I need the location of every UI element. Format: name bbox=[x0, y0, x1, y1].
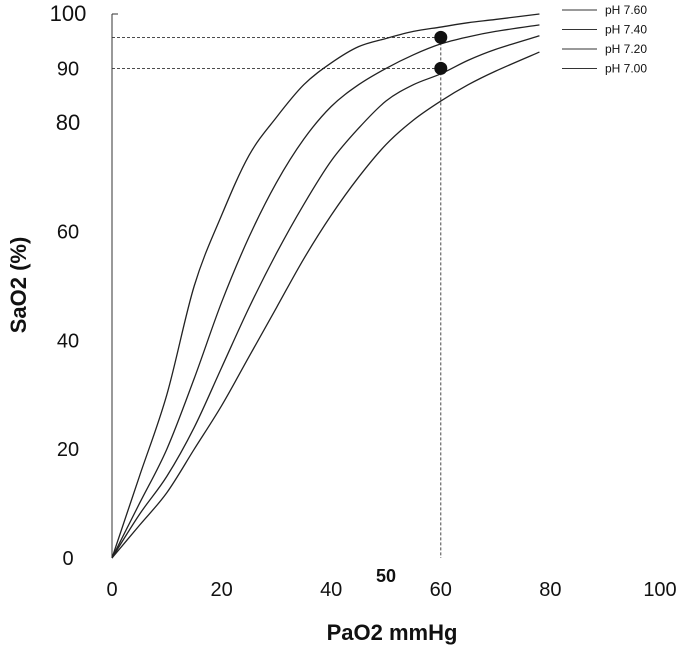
tick-labels: 0 20 40 50 60 80 100 0 20 40 60 80 90 100 bbox=[50, 1, 677, 601]
markers bbox=[434, 30, 448, 75]
series-line-ph-7-60 bbox=[111, 13, 540, 559]
x-axis-title: PaO2 mmHg bbox=[327, 620, 458, 645]
series-line-ph-7-00 bbox=[111, 51, 540, 559]
legend: pH 7.60 pH 7.40 pH 7.20 pH 7.00 bbox=[562, 3, 647, 76]
y-tick-label: 20 bbox=[57, 439, 79, 461]
y-tick-label: 60 bbox=[57, 222, 79, 244]
series-line-ph-7-40 bbox=[111, 24, 540, 559]
y-axis-title: SaO2 (%) bbox=[6, 237, 31, 334]
legend-label: pH 7.60 bbox=[605, 3, 647, 17]
y-tick-label: 100 bbox=[50, 1, 87, 26]
legend-label: pH 7.20 bbox=[605, 42, 647, 56]
y-tick-label: 40 bbox=[57, 330, 79, 352]
guide-lines bbox=[112, 36, 442, 558]
series-line-ph-7-20 bbox=[111, 35, 540, 559]
x-tick-label: 40 bbox=[320, 579, 342, 601]
x-tick-label: 20 bbox=[210, 579, 232, 601]
y-tick-label: 0 bbox=[62, 548, 73, 570]
x-tick-label: 60 bbox=[430, 579, 452, 601]
y-tick-label: 90 bbox=[57, 58, 79, 80]
curves bbox=[111, 13, 540, 559]
legend-label: pH 7.00 bbox=[605, 62, 647, 76]
x-tick-label: 80 bbox=[539, 579, 561, 601]
x-tick-label: 100 bbox=[643, 579, 676, 601]
legend-label: pH 7.40 bbox=[605, 23, 647, 37]
x-tick-label: 50 bbox=[376, 566, 396, 586]
data-point-marker-0 bbox=[434, 30, 448, 44]
axes bbox=[111, 13, 118, 558]
data-point-marker-1 bbox=[434, 61, 448, 75]
x-tick-label: 0 bbox=[106, 579, 117, 601]
y-tick-label: 80 bbox=[56, 110, 80, 135]
